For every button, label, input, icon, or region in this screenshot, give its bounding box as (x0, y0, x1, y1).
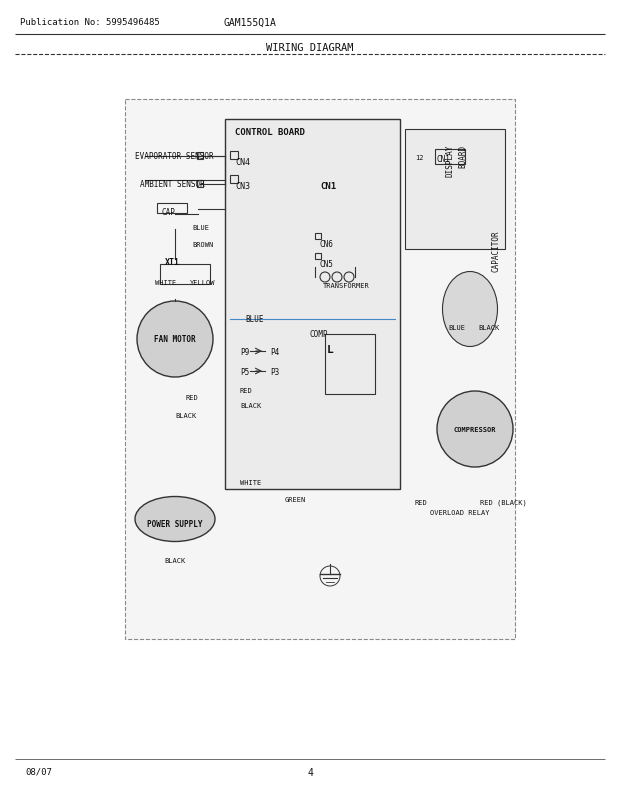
Text: WHITE: WHITE (240, 480, 261, 485)
Text: AMBIENT SENSOR: AMBIENT SENSOR (140, 180, 205, 188)
Text: XT1: XT1 (165, 257, 180, 267)
Ellipse shape (443, 272, 497, 347)
FancyBboxPatch shape (225, 119, 400, 489)
Text: RED (BLACK): RED (BLACK) (480, 500, 527, 506)
Text: BLACK: BLACK (478, 325, 499, 330)
Text: POWER SUPPLY: POWER SUPPLY (148, 520, 203, 529)
Text: COMP: COMP (310, 330, 329, 338)
Text: CN5: CN5 (320, 260, 334, 269)
Text: CONTROL BOARD: CONTROL BOARD (235, 128, 305, 137)
Text: YELLOW: YELLOW (190, 280, 216, 286)
Text: BLACK: BLACK (164, 557, 185, 563)
Text: BLACK: BLACK (175, 412, 197, 419)
Text: 08/07: 08/07 (25, 767, 52, 776)
Text: P9: P9 (240, 347, 249, 357)
Text: TRANSFORMER: TRANSFORMER (323, 282, 370, 289)
Text: 12: 12 (415, 155, 423, 160)
Text: P5: P5 (240, 367, 249, 376)
Text: BLACK: BLACK (240, 403, 261, 408)
FancyBboxPatch shape (405, 130, 505, 249)
Text: CN4: CN4 (235, 158, 250, 167)
Circle shape (137, 302, 213, 378)
Text: BROWN: BROWN (192, 241, 213, 248)
Text: OVERLOAD RELAY: OVERLOAD RELAY (430, 509, 490, 516)
Text: EVAPORATOR SENSOR: EVAPORATOR SENSOR (135, 152, 214, 160)
Text: L: L (327, 345, 334, 354)
Text: RED: RED (240, 387, 253, 394)
Text: WIRING DIAGRAM: WIRING DIAGRAM (266, 43, 354, 53)
Text: CN1: CN1 (320, 182, 336, 191)
Text: BLUE: BLUE (245, 314, 264, 323)
Text: FAN MOTOR: FAN MOTOR (154, 335, 196, 344)
Text: DISPLAY: DISPLAY (446, 145, 454, 177)
Text: GREEN: GREEN (285, 496, 306, 502)
Text: BLUE: BLUE (448, 325, 465, 330)
Text: CN3: CN3 (235, 182, 250, 191)
Text: P4: P4 (270, 347, 279, 357)
Text: GAM155Q1A: GAM155Q1A (224, 18, 277, 28)
Text: WHITE: WHITE (155, 280, 176, 286)
Text: Publication No: 5995496485: Publication No: 5995496485 (20, 18, 160, 27)
Text: CAPACITOR: CAPACITOR (492, 229, 501, 271)
Text: RED: RED (185, 395, 198, 400)
Text: CN6: CN6 (320, 240, 334, 249)
Text: CN1: CN1 (437, 155, 451, 164)
Text: BLUE: BLUE (192, 225, 209, 231)
Text: P3: P3 (270, 367, 279, 376)
Text: CAP: CAP (162, 208, 176, 217)
Text: 4: 4 (307, 767, 313, 777)
Ellipse shape (135, 497, 215, 542)
Text: COMPRESSOR: COMPRESSOR (454, 427, 496, 432)
Circle shape (437, 391, 513, 468)
Text: RED: RED (415, 500, 428, 505)
Text: BOARD: BOARD (459, 145, 467, 168)
FancyBboxPatch shape (125, 100, 515, 639)
